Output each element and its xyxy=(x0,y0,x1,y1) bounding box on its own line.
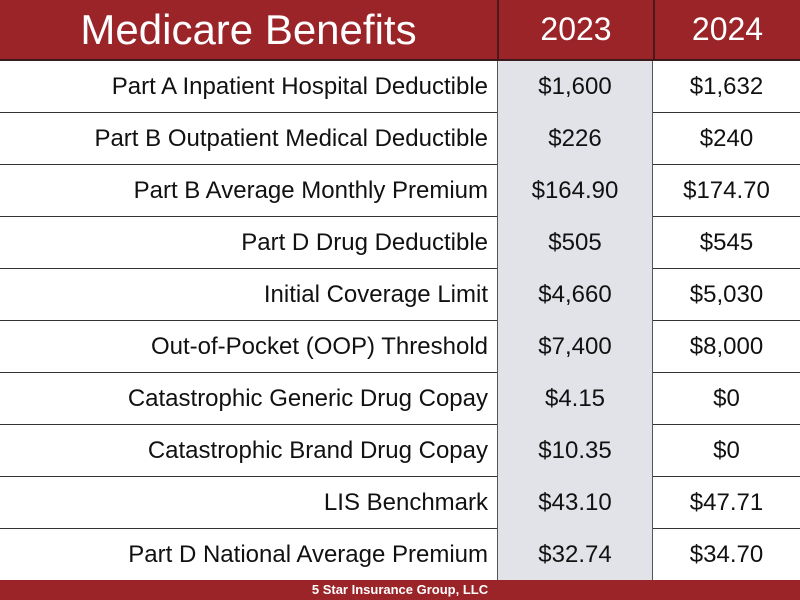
table-row: LIS Benchmark $43.10 $47.71 xyxy=(0,477,800,529)
row-label: Out-of-Pocket (OOP) Threshold xyxy=(150,333,488,360)
value-2023: $43.10 xyxy=(497,477,653,529)
table-row: Initial Coverage Limit $4,660 $5,030 xyxy=(0,269,800,321)
table-row: Catastrophic Generic Drug Copay $4.15 $0 xyxy=(0,373,800,425)
value-2023: $32.74 xyxy=(497,529,653,581)
value-2024: $5,030 xyxy=(689,281,764,308)
value-2024: $545 xyxy=(699,229,754,256)
table-row: Part B Average Monthly Premium $164.90 $17… xyxy=(0,165,800,217)
value-2023: $505 xyxy=(497,217,653,269)
table-row: Catastrophic Brand Drug Copay $10.35 $0 xyxy=(0,425,800,477)
value-2023: $7,400 xyxy=(497,321,653,373)
value-2024: $8,000 xyxy=(689,333,764,360)
column-header-2024: 2024 xyxy=(653,0,800,59)
footer-company: 5 Star Insurance Group, LLC xyxy=(0,580,800,600)
value-2024: $1,632 xyxy=(689,73,764,100)
row-label: Catastrophic Brand Drug Copay xyxy=(147,437,488,464)
row-label: Part B Average Monthly Premium xyxy=(133,177,488,204)
table-row: Part D National Average Premium $32.74 $34… xyxy=(0,529,800,581)
row-label: Part D Drug Deductible xyxy=(241,229,488,256)
value-2024: $0 xyxy=(713,437,740,464)
value-2023: $226 xyxy=(497,113,653,165)
value-2023: $4,660 xyxy=(497,269,653,321)
value-2023: $4.15 xyxy=(497,373,653,425)
row-label: Initial Coverage Limit xyxy=(263,281,488,308)
value-2024: $34.70 xyxy=(689,541,764,568)
row-label: Catastrophic Generic Drug Copay xyxy=(127,385,488,412)
table-row: Part B Outpatient Medical Deductible $226… xyxy=(0,113,800,165)
column-header-2023: 2023 xyxy=(497,0,653,59)
table-row: Out-of-Pocket (OOP) Threshold $7,400 $8,00… xyxy=(0,321,800,373)
row-label: LIS Benchmark xyxy=(323,489,488,516)
table-row: Part D Drug Deductible $505 $545 xyxy=(0,217,800,269)
value-2023: $10.35 xyxy=(497,425,653,477)
row-label: Part A Inpatient Hospital Deductible xyxy=(111,73,488,100)
table-title: Medicare Benefits xyxy=(80,6,417,53)
row-label: Part D National Average Premium xyxy=(128,541,488,568)
value-2024: $47.71 xyxy=(689,489,764,516)
value-2024: $174.70 xyxy=(683,177,770,204)
value-2023: $1,600 xyxy=(497,61,653,113)
table-body: Part A Inpatient Hospital Deductible $1,6… xyxy=(0,61,800,581)
value-2023: $164.90 xyxy=(497,165,653,217)
row-label: Part B Outpatient Medical Deductible xyxy=(94,125,488,152)
table-header: Medicare Benefits 2023 2024 xyxy=(0,0,800,61)
value-2024: $0 xyxy=(713,385,740,412)
table-row: Part A Inpatient Hospital Deductible $1,6… xyxy=(0,61,800,113)
value-2024: $240 xyxy=(699,125,754,152)
